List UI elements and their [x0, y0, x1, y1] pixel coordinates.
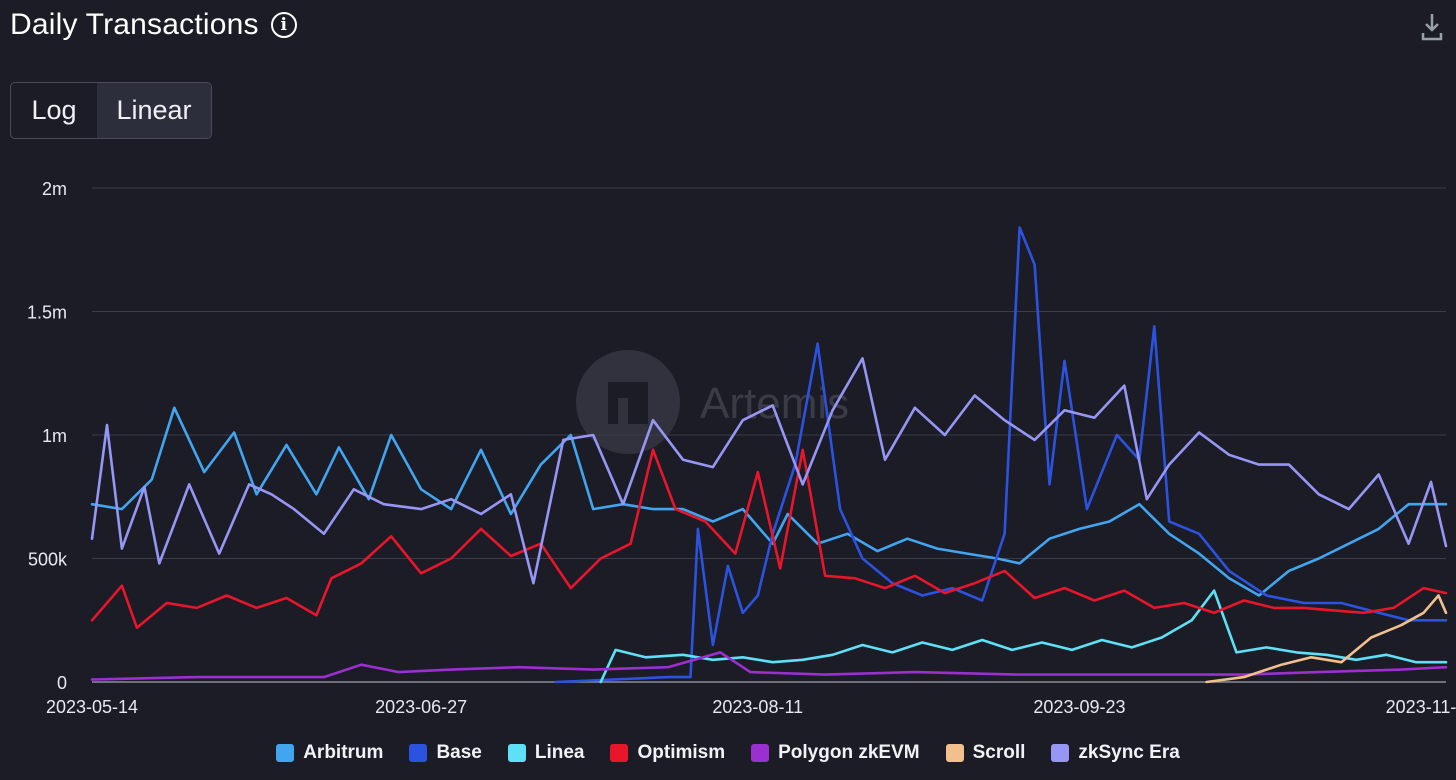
legend-swatch — [610, 744, 629, 762]
legend-item-base[interactable]: Base — [409, 742, 482, 764]
series-line-scroll[interactable] — [1205, 594, 1448, 684]
y-tick-label: 1m — [42, 426, 67, 446]
legend-item-arbitrum[interactable]: Arbitrum — [276, 742, 383, 764]
legend-swatch — [945, 744, 964, 762]
download-icon[interactable] — [1420, 12, 1444, 42]
legend-item-linea[interactable]: Linea — [507, 742, 585, 764]
page-title: Daily Transactions — [10, 8, 259, 41]
x-tick-label: 2023-09-23 — [1033, 697, 1125, 717]
legend-label: Scroll — [972, 742, 1026, 763]
info-icon[interactable]: i — [270, 12, 297, 38]
legend-label: Arbitrum — [303, 742, 384, 763]
x-tick-label: 2023-11-09 — [1386, 697, 1456, 717]
x-tick-label: 2023-06-27 — [375, 697, 467, 717]
x-tick-label: 2023-08-11 — [712, 697, 803, 717]
y-tick-label: 2m — [42, 179, 67, 199]
linear-scale-button[interactable]: Linear — [97, 83, 211, 138]
legend-label: zkSync Era — [1078, 742, 1180, 763]
legend-label: Polygon zkEVM — [778, 742, 920, 763]
legend-swatch — [751, 744, 770, 762]
legend-swatch — [507, 744, 526, 762]
legend-label: Base — [436, 742, 482, 763]
series-line-linea[interactable] — [599, 589, 1448, 684]
legend-label: Optimism — [637, 742, 726, 763]
watermark: Artemis — [576, 350, 849, 454]
line-chart: Artemis 0 500k 1m 1.5m 2m 2023-05-14 2023-06-27… — [27, 179, 1456, 717]
y-tick-label: 0 — [57, 673, 67, 693]
y-tick-label: 1.5m — [27, 303, 67, 323]
log-scale-button[interactable]: Log — [31, 95, 77, 125]
series-line-zksync-era[interactable] — [90, 357, 1448, 585]
chart-legend: Arbitrum Base Linea Optimism Polygon zkEVM Sc… — [0, 742, 1456, 764]
x-tick-label: 2023-05-14 — [46, 697, 138, 717]
legend-item-zksync-era[interactable]: zkSync Era — [1051, 742, 1180, 764]
legend-swatch — [1051, 744, 1070, 762]
legend-item-optimism[interactable]: Optimism — [610, 742, 725, 764]
series-line-polygon-zkevm[interactable] — [90, 651, 1448, 681]
y-tick-label: 500k — [28, 550, 68, 570]
chart-header: Daily Transactions i — [10, 8, 297, 42]
legend-swatch — [276, 744, 295, 762]
legend-item-polygon-zkevm[interactable]: Polygon zkEVM — [751, 742, 920, 764]
scale-toggle: Log Linear — [10, 82, 212, 139]
legend-swatch — [409, 744, 428, 762]
legend-label: Linea — [534, 742, 585, 763]
series-line-optimism[interactable] — [90, 448, 1448, 630]
series-line-arbitrum[interactable] — [90, 406, 1448, 597]
legend-item-scroll[interactable]: Scroll — [945, 742, 1026, 764]
series-line-base[interactable] — [554, 226, 1448, 684]
